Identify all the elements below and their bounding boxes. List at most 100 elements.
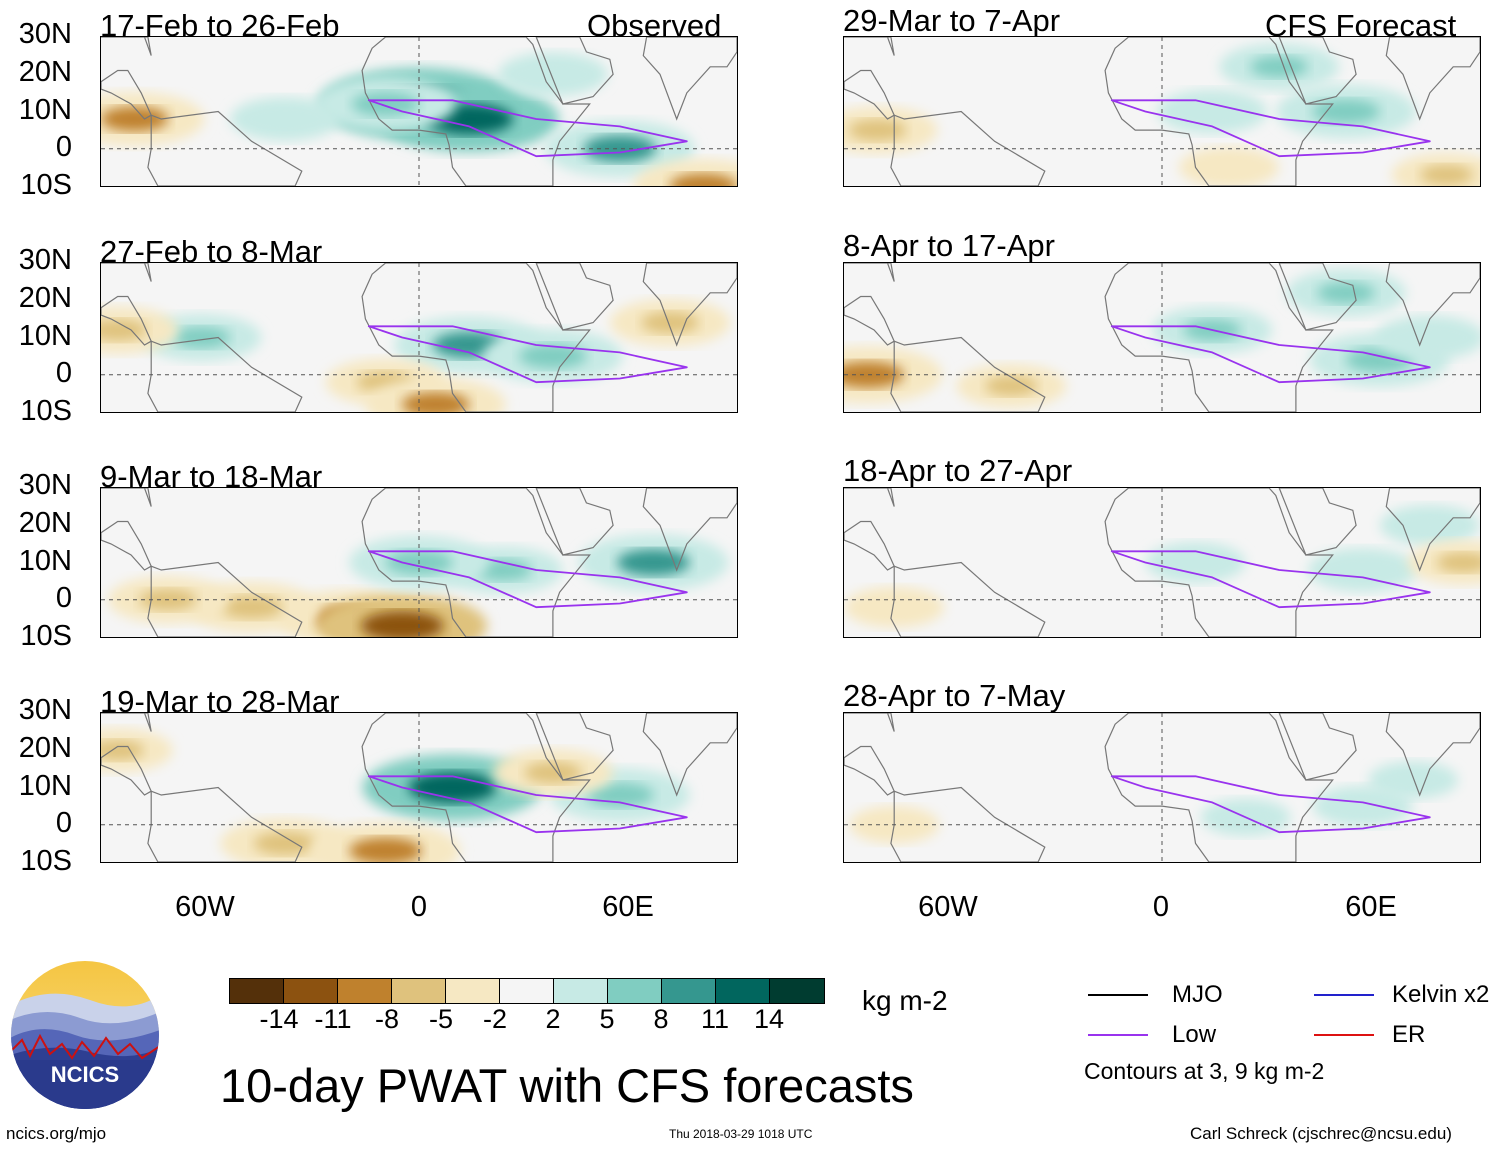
observed-label: Observed [587, 8, 722, 43]
anomaly-core [526, 64, 580, 85]
colorbar-swatch [716, 979, 770, 1003]
coastline [642, 488, 737, 572]
low-contour [367, 99, 688, 158]
anomaly-core [360, 611, 444, 637]
coastline [1385, 37, 1480, 121]
anomaly-core [616, 549, 690, 576]
map-panel-6 [843, 262, 1481, 413]
colorbar-level-label: 11 [700, 1004, 730, 1034]
anomaly-core [844, 361, 904, 388]
colorbar-swatch [500, 979, 554, 1003]
anomaly-core [583, 135, 657, 162]
coastline [642, 37, 737, 121]
panel-title-7: 18-Apr to 27-Apr [843, 453, 1073, 488]
coastline [361, 37, 591, 186]
legend-label-low: Low [1172, 1021, 1217, 1048]
anomaly-core [1171, 553, 1220, 572]
y-tick-label: 0 [55, 807, 72, 840]
map-plot [101, 488, 737, 637]
colorbar-swatch [662, 979, 716, 1003]
panel-title-6: 8-Apr to 17-Apr [843, 228, 1055, 263]
map-panel-2 [100, 262, 738, 413]
colorbar-level-label: -11 [314, 1004, 352, 1034]
map-plot [101, 37, 737, 186]
map-plot [844, 263, 1480, 412]
colorbar-swatch [230, 979, 284, 1003]
coastline [361, 713, 591, 862]
coastline [1278, 713, 1357, 781]
coastline [1385, 488, 1480, 572]
coastline [147, 786, 303, 862]
coastline [844, 745, 895, 796]
map-panel-3 [100, 487, 738, 638]
coastline [890, 786, 1046, 862]
map-plot [844, 713, 1480, 862]
legend-label-kelvin: Kelvin x2 [1392, 981, 1490, 1008]
y-tick-label: 0 [55, 582, 72, 615]
anomaly-core [253, 831, 317, 855]
coastline [642, 713, 737, 797]
anomaly-core [1420, 164, 1474, 185]
footer-url[interactable]: ncics.org/mjo [6, 1124, 107, 1143]
x-tick-label: 60E [1345, 891, 1397, 923]
y-tick-label: 10N [18, 319, 72, 352]
colorbar-swatch [608, 979, 662, 1003]
coastline [1104, 488, 1334, 637]
y-tick-label: 10N [18, 769, 72, 802]
map-panel-7 [843, 487, 1481, 638]
coastline [1385, 713, 1480, 797]
units-label: kg m-2 [862, 985, 948, 1016]
y-tick-label: 0 [55, 131, 72, 164]
colorbar-swatch [284, 979, 338, 1003]
anomaly-core [641, 311, 700, 334]
panel-title-1: 17-Feb to 26-Feb [100, 8, 340, 43]
anomaly-core [408, 771, 497, 804]
y-tick-label: 10S [20, 845, 72, 877]
coastline [1278, 263, 1357, 331]
coastline [1278, 37, 1357, 105]
map-panel-4 [100, 712, 738, 863]
anomaly-core [101, 106, 169, 132]
y-tick-label: 10S [20, 169, 72, 201]
coastline [844, 488, 895, 507]
map-plot [844, 37, 1480, 186]
colorbar-swatch [770, 979, 824, 1003]
map-plot [101, 263, 737, 412]
anomaly-core [1204, 158, 1253, 177]
coastline [147, 110, 303, 186]
coastline [1104, 263, 1334, 412]
y-tick-label: 30N [18, 694, 72, 726]
coastline [101, 295, 152, 346]
y-tick-label: 20N [18, 281, 72, 314]
anomaly-core [523, 761, 582, 784]
coastline [890, 336, 1046, 412]
colorbar-level-label: -14 [259, 1004, 299, 1034]
anomaly-core [1250, 56, 1309, 78]
colorbar-swatch [446, 979, 500, 1003]
coastline [147, 336, 303, 412]
coastline [101, 488, 152, 507]
cfs-forecast-label: CFS Forecast [1265, 8, 1457, 43]
colorbar-level-label: 5 [599, 1004, 615, 1034]
coastline [535, 37, 614, 105]
map-panel-8 [843, 712, 1481, 863]
logo-text: NCICS [51, 1062, 119, 1087]
y-tick-label: 10N [18, 544, 72, 577]
y-tick-label: 20N [18, 55, 72, 88]
low-contour [1110, 325, 1431, 384]
colorbar-level-label: 14 [753, 1004, 785, 1034]
coastline [1104, 37, 1334, 186]
anomaly-core [349, 837, 423, 862]
legend-label-er: ER [1392, 1021, 1426, 1048]
low-contour [367, 550, 688, 609]
anomaly-core [220, 595, 284, 619]
coastline [535, 713, 614, 781]
ncics-logo: NCICS [11, 961, 159, 1109]
coastline [535, 488, 614, 556]
coastline [1104, 713, 1334, 862]
anomaly-core [1317, 282, 1376, 304]
anomaly-core [518, 343, 587, 369]
y-tick-label: 10N [18, 93, 72, 126]
anomaly-core [1436, 552, 1480, 573]
y-tick-label: 30N [18, 18, 72, 50]
